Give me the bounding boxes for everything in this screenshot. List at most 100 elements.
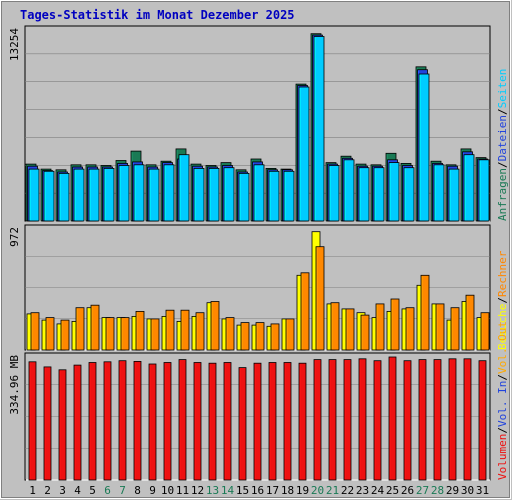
- visits-bar-rechner-day-18: [285, 318, 295, 351]
- volume-legend: Volumen/Vol. In/Vol. Out: [496, 321, 509, 480]
- volume-bar-volumen-day-14: [223, 362, 232, 481]
- x-tick-label-day-28: 28: [431, 484, 444, 497]
- hits-bar-seiten-day-18: [283, 170, 295, 222]
- visits-bar-rechner-day-30: [465, 294, 475, 351]
- x-tick-label-day-19: 19: [296, 484, 309, 497]
- hits-bar-seiten-day-10: [163, 164, 175, 222]
- visits-bar-rechner-day-27: [420, 274, 430, 351]
- volume-bar-volumen-day-15: [238, 367, 247, 481]
- volume-bar-volumen-day-22: [343, 359, 352, 481]
- hits-bar-seiten-day-21: [328, 165, 340, 222]
- x-tick-label-day-26: 26: [401, 484, 414, 497]
- hits-bar-seiten-day-17: [268, 170, 280, 222]
- visits-bar-rechner-day-28: [435, 303, 445, 351]
- volume-bar-volumen-day-29: [448, 358, 457, 481]
- volume-bar-volumen-day-27: [418, 359, 427, 481]
- volume-bar-volumen-day-6: [103, 361, 112, 481]
- volume-bar-volumen-day-5: [88, 362, 97, 481]
- x-tick-label-day-14: 14: [221, 484, 235, 497]
- volume-bar-volumen-day-12: [193, 362, 202, 481]
- hits-bar-seiten-day-29: [448, 168, 460, 222]
- x-tick-label-day-4: 4: [74, 484, 81, 497]
- volume-bar-volumen-day-2: [43, 366, 52, 481]
- volume-bar-volumen-day-23: [358, 358, 367, 481]
- x-tick-label-day-25: 25: [386, 484, 399, 497]
- volume-bar-volumen-day-18: [283, 362, 292, 481]
- x-tick-label-day-3: 3: [59, 484, 66, 497]
- hits-legend-item-4: Seiten: [496, 69, 509, 109]
- volume-bar-volumen-day-4: [73, 364, 82, 481]
- volume-legend-item-1: /: [496, 427, 509, 434]
- hits-bar-seiten-day-1: [28, 168, 40, 222]
- visits-legend-item-1: /: [496, 297, 509, 304]
- hits-bar-seiten-day-11: [178, 154, 190, 222]
- hits-bar-seiten-day-2: [43, 170, 55, 222]
- hits-bar-seiten-day-7: [118, 165, 130, 222]
- x-tick-label-day-5: 5: [89, 484, 96, 497]
- visits-bar-rechner-day-26: [405, 307, 415, 351]
- hits-bar-seiten-day-8: [133, 164, 145, 222]
- volume-legend-item-2: Vol. In: [496, 381, 509, 427]
- visits-bar-rechner-day-20: [315, 246, 325, 351]
- visits-bar-rechner-day-9: [150, 318, 160, 351]
- volume-bar-volumen-day-25: [388, 356, 397, 481]
- hits-bar-seiten-day-23: [358, 167, 370, 222]
- volume-bar-volumen-day-24: [373, 360, 382, 481]
- visits-bar-rechner-day-10: [165, 309, 175, 351]
- hits-bar-seiten-day-30: [463, 154, 475, 222]
- volume-ymax-label: 334.96 MB: [8, 355, 21, 415]
- x-tick-label-day-9: 9: [149, 484, 156, 497]
- volume-legend-item-0: Volumen: [496, 434, 509, 480]
- hits-bar-seiten-day-20: [313, 36, 325, 222]
- x-tick-label-day-2: 2: [44, 484, 51, 497]
- hits-bar-seiten-day-15: [238, 172, 250, 222]
- visits-ymax-label: 972: [8, 227, 21, 247]
- visits-bar-rechner-day-3: [60, 319, 70, 351]
- visits-bar-rechner-day-19: [300, 272, 310, 351]
- hits-bar-seiten-day-22: [343, 159, 355, 222]
- volume-bar-volumen-day-19: [298, 362, 307, 481]
- chart-panels: 13254Anfragen/Dateien/Seiten972Besuche/R…: [8, 25, 509, 481]
- visits-bar-rechner-day-6: [105, 317, 115, 351]
- volume-bar-volumen-day-13: [208, 362, 217, 481]
- visits-bar-rechner-day-23: [360, 314, 370, 351]
- x-tick-label-day-16: 16: [251, 484, 264, 497]
- hits-legend-item-3: /: [496, 108, 509, 115]
- hits-bar-seiten-day-16: [253, 164, 265, 222]
- visits-bar-rechner-day-29: [450, 307, 460, 351]
- hits-legend: Anfragen/Dateien/Seiten: [496, 69, 509, 221]
- volume-bar-volumen-day-11: [178, 359, 187, 481]
- volume-bar-volumen-day-10: [163, 362, 172, 481]
- hits-bar-seiten-day-6: [103, 167, 115, 222]
- x-tick-label-day-11: 11: [176, 484, 189, 497]
- x-tick-label-day-23: 23: [356, 484, 369, 497]
- hits-bar-seiten-day-19: [298, 86, 310, 222]
- x-axis-day-labels: 1 2 3 4 5 6 7 8 9 10 11 12 13 14 15 16 17 18 19 20 21 22 23 24 2…: [29, 484, 489, 497]
- volume-bar-volumen-day-20: [313, 359, 322, 481]
- visits-bar-rechner-day-8: [135, 310, 145, 351]
- visits-bar-rechner-day-4: [75, 307, 85, 351]
- x-tick-label-day-22: 22: [341, 484, 354, 497]
- visits-bar-rechner-day-5: [90, 304, 100, 351]
- visits-legend: Besuche/Rechner: [496, 250, 509, 350]
- volume-bar-volumen-day-3: [58, 369, 67, 481]
- x-tick-label-day-31: 31: [476, 484, 489, 497]
- chart-title: Tages-Statistik im Monat Dezember 2025: [20, 8, 295, 22]
- x-tick-label-day-18: 18: [281, 484, 294, 497]
- hits-legend-item-1: /: [496, 161, 509, 168]
- visits-bar-rechner-day-22: [345, 308, 355, 351]
- volume-bar-volumen-day-31: [478, 360, 487, 481]
- volume-bar-volumen-day-30: [463, 358, 472, 481]
- x-tick-label-day-7: 7: [119, 484, 126, 497]
- visits-bar-rechner-day-21: [330, 302, 340, 351]
- x-tick-label-day-10: 10: [161, 484, 174, 497]
- volume-bar-volumen-day-1: [28, 361, 37, 481]
- visits-bar-rechner-day-16: [255, 322, 265, 351]
- visits-bar-rechner-day-15: [240, 322, 250, 351]
- hits-legend-item-0: Anfragen: [496, 168, 509, 221]
- x-tick-label-day-20: 20: [311, 484, 324, 497]
- visits-bar-rechner-day-1: [30, 312, 40, 351]
